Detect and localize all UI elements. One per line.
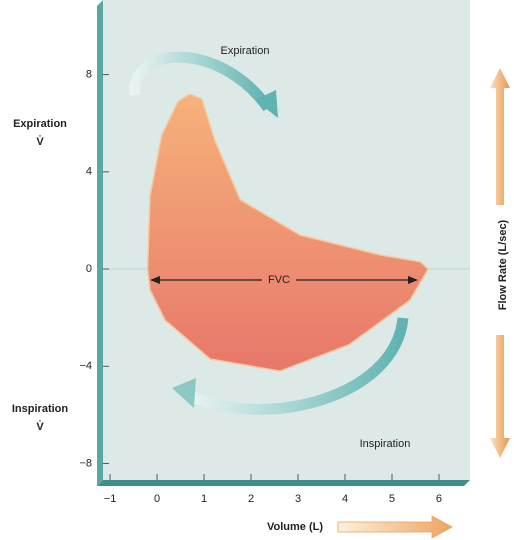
x-tick-label: 1 bbox=[201, 493, 207, 505]
arrowhead bbox=[150, 276, 160, 284]
arrowhead bbox=[172, 378, 196, 408]
right-arrow bbox=[337, 515, 453, 539]
annotation: Expiration bbox=[221, 45, 270, 57]
inspiration-arrow bbox=[187, 317, 409, 415]
y-lower-label: Inspiration bbox=[12, 403, 69, 415]
x-tick-label: 2 bbox=[248, 493, 254, 505]
panel-edge bbox=[97, 0, 103, 486]
up-arrow bbox=[490, 68, 510, 300]
y-upper-label: Expiration bbox=[13, 118, 67, 130]
arrowhead bbox=[408, 276, 418, 284]
y-tick-label: 8 bbox=[86, 69, 92, 81]
flow-volume-loop bbox=[146, 93, 430, 372]
label-bg bbox=[492, 205, 508, 325]
y-tick-label: −4 bbox=[79, 360, 92, 372]
x-tick-label: −1 bbox=[104, 493, 117, 505]
annotation: Inspiration bbox=[360, 438, 411, 450]
expiration-arrow bbox=[129, 51, 273, 112]
arrowhead bbox=[255, 90, 278, 118]
y-tick-label: 0 bbox=[86, 263, 92, 275]
x-tick-label: 6 bbox=[436, 493, 442, 505]
x-tick-label: 4 bbox=[342, 493, 348, 505]
y-axis-label: Flow Rate (L/sec) bbox=[497, 219, 509, 310]
x-tick-label: 5 bbox=[389, 493, 395, 505]
x-tick-label: 3 bbox=[295, 493, 301, 505]
down-arrow bbox=[490, 335, 510, 458]
panel-edge bbox=[97, 480, 470, 486]
y-tick-label: −8 bbox=[79, 457, 92, 469]
y-upper-label: V̇ bbox=[36, 135, 44, 148]
x-axis-label: Volume (L) bbox=[267, 521, 323, 533]
y-tick-label: 4 bbox=[86, 166, 92, 178]
x-tick-label: 0 bbox=[154, 493, 160, 505]
annotation: FVC bbox=[268, 274, 290, 286]
y-lower-label: V̇ bbox=[36, 420, 44, 433]
